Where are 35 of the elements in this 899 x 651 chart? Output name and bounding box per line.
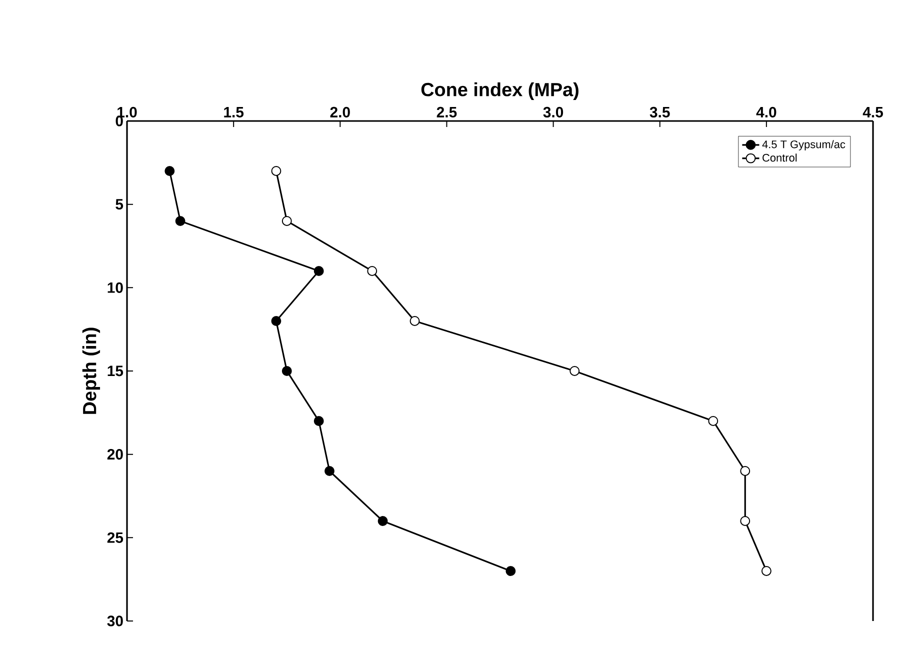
x-tick-label: 2.5 (436, 106, 457, 118)
x-tick-label: 3.0 (543, 106, 564, 118)
point (314, 416, 324, 426)
point (282, 366, 292, 376)
point (324, 466, 334, 476)
point (378, 516, 388, 526)
y-tick-label: 5 (116, 199, 124, 210)
point (410, 316, 420, 326)
point (282, 216, 292, 226)
point (740, 466, 750, 476)
x-tick-label: 3.5 (650, 106, 670, 118)
point (708, 416, 718, 426)
point (175, 216, 186, 226)
point (314, 266, 324, 276)
y-tick-label: 30 (107, 616, 123, 626)
point (740, 516, 750, 526)
point (761, 566, 772, 576)
point (506, 566, 516, 576)
point (367, 266, 378, 276)
y-tick-label: 15 (108, 366, 124, 376)
x-tick-label: 1.5 (224, 107, 244, 118)
legend-label: 4.5 T Gypsum/ac (762, 140, 846, 150)
x-tick-label: 2.0 (330, 106, 350, 118)
point (271, 166, 282, 176)
legend-label: Control (762, 154, 797, 162)
x-tick-label: 4.0 (756, 106, 776, 118)
point (271, 316, 282, 326)
y-tick-label: 20 (107, 449, 123, 460)
x-tick-label: 4.5 (862, 107, 883, 118)
x-axis-title: Cone index (MPa) (421, 82, 578, 100)
point (164, 166, 175, 176)
y-tick-label: 10 (108, 282, 123, 293)
point (570, 366, 580, 376)
y-axis-title: Depth (in) (82, 328, 100, 414)
y-tick-label: 25 (107, 532, 124, 543)
